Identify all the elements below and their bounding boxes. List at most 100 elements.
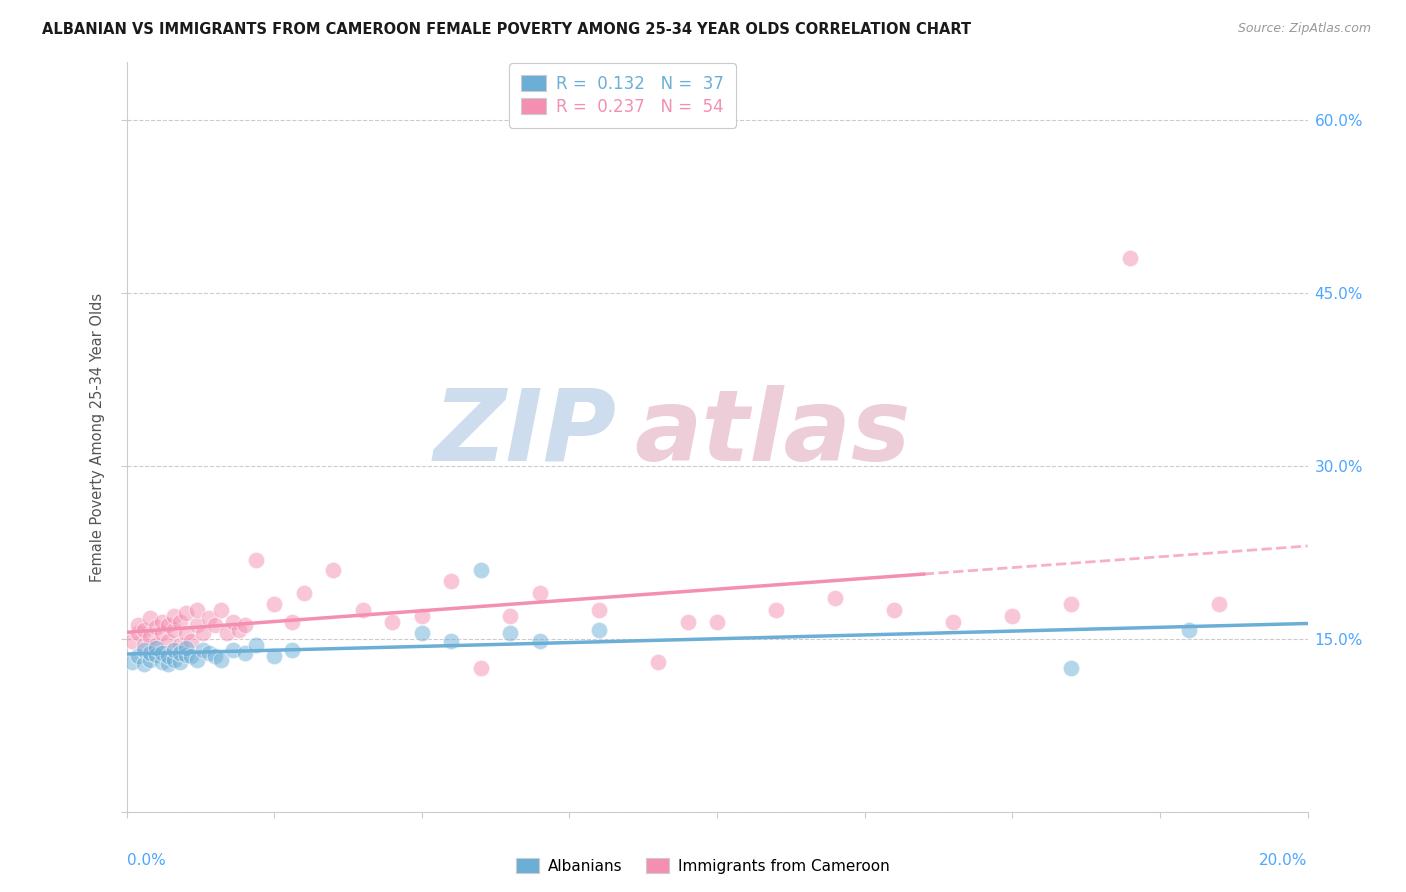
Point [127, 649, 149, 664]
Point [150, 615, 173, 629]
Point [470, 660, 492, 674]
Point [222, 643, 245, 657]
Point [121, 655, 143, 669]
Point [169, 638, 191, 652]
Point [706, 615, 728, 629]
Point [127, 626, 149, 640]
Legend: R =  0.132   N =  37, R =  0.237   N =  54: R = 0.132 N = 37, R = 0.237 N = 54 [509, 63, 735, 128]
Point [163, 623, 186, 637]
Point [186, 603, 208, 617]
Point [1060, 597, 1083, 611]
Point [1119, 252, 1142, 266]
Point [180, 649, 202, 664]
Point [281, 643, 304, 657]
Point [139, 630, 162, 644]
Point [942, 615, 965, 629]
Y-axis label: Female Poverty Among 25-34 Year Olds: Female Poverty Among 25-34 Year Olds [90, 293, 105, 582]
Point [156, 657, 179, 672]
Point [1060, 660, 1083, 674]
Point [174, 648, 197, 662]
Point [209, 652, 232, 666]
Point [1178, 623, 1201, 637]
Point [499, 608, 522, 623]
Point [180, 634, 202, 648]
Point [156, 649, 179, 664]
Point [529, 585, 551, 599]
Point [193, 643, 215, 657]
Point [228, 623, 250, 637]
Point [121, 634, 143, 648]
Point [134, 657, 156, 672]
Point [440, 574, 463, 589]
Point [204, 649, 226, 664]
Text: 0.0%: 0.0% [127, 853, 166, 868]
Point [529, 634, 551, 648]
Point [163, 608, 186, 623]
Point [198, 611, 221, 625]
Point [411, 626, 433, 640]
Point [169, 655, 191, 669]
Point [209, 603, 232, 617]
Point [145, 648, 167, 662]
Point [127, 618, 149, 632]
Point [156, 618, 179, 632]
Point [676, 615, 699, 629]
Point [186, 652, 208, 666]
Point [163, 643, 186, 657]
Point [150, 655, 173, 669]
Point [263, 649, 285, 664]
Point [411, 608, 433, 623]
Point [134, 638, 156, 652]
Point [322, 563, 344, 577]
Point [499, 626, 522, 640]
Point [470, 563, 492, 577]
Text: Source: ZipAtlas.com: Source: ZipAtlas.com [1237, 22, 1371, 36]
Point [169, 615, 191, 629]
Point [245, 553, 267, 567]
Point [352, 603, 374, 617]
Point [174, 607, 197, 621]
Point [174, 640, 197, 655]
Point [381, 615, 404, 629]
Point [150, 626, 173, 640]
Point [824, 591, 846, 606]
Point [134, 623, 156, 637]
Text: atlas: atlas [634, 384, 911, 482]
Point [139, 652, 162, 666]
Point [588, 623, 610, 637]
Point [204, 618, 226, 632]
Legend: Albanians, Immigrants from Cameroon: Albanians, Immigrants from Cameroon [510, 852, 896, 880]
Point [163, 652, 186, 666]
Point [145, 638, 167, 652]
Point [169, 646, 191, 660]
Text: ZIP: ZIP [433, 384, 617, 482]
Point [139, 646, 162, 660]
Point [245, 638, 267, 652]
Point [145, 620, 167, 634]
Point [193, 626, 215, 640]
Point [647, 655, 669, 669]
Point [174, 626, 197, 640]
Point [186, 618, 208, 632]
Point [440, 634, 463, 648]
Point [1208, 597, 1230, 611]
Point [134, 643, 156, 657]
Point [233, 646, 256, 660]
Point [765, 603, 787, 617]
Point [883, 603, 905, 617]
Point [263, 597, 285, 611]
Point [156, 634, 179, 648]
Point [1001, 608, 1024, 623]
Point [215, 626, 238, 640]
Text: ALBANIAN VS IMMIGRANTS FROM CAMEROON FEMALE POVERTY AMONG 25-34 YEAR OLDS CORREL: ALBANIAN VS IMMIGRANTS FROM CAMEROON FEM… [42, 22, 972, 37]
Point [588, 603, 610, 617]
Point [233, 618, 256, 632]
Point [292, 585, 315, 599]
Point [145, 640, 167, 655]
Point [150, 646, 173, 660]
Point [222, 615, 245, 629]
Text: 20.0%: 20.0% [1260, 853, 1308, 868]
Point [139, 611, 162, 625]
Point [281, 615, 304, 629]
Point [198, 646, 221, 660]
